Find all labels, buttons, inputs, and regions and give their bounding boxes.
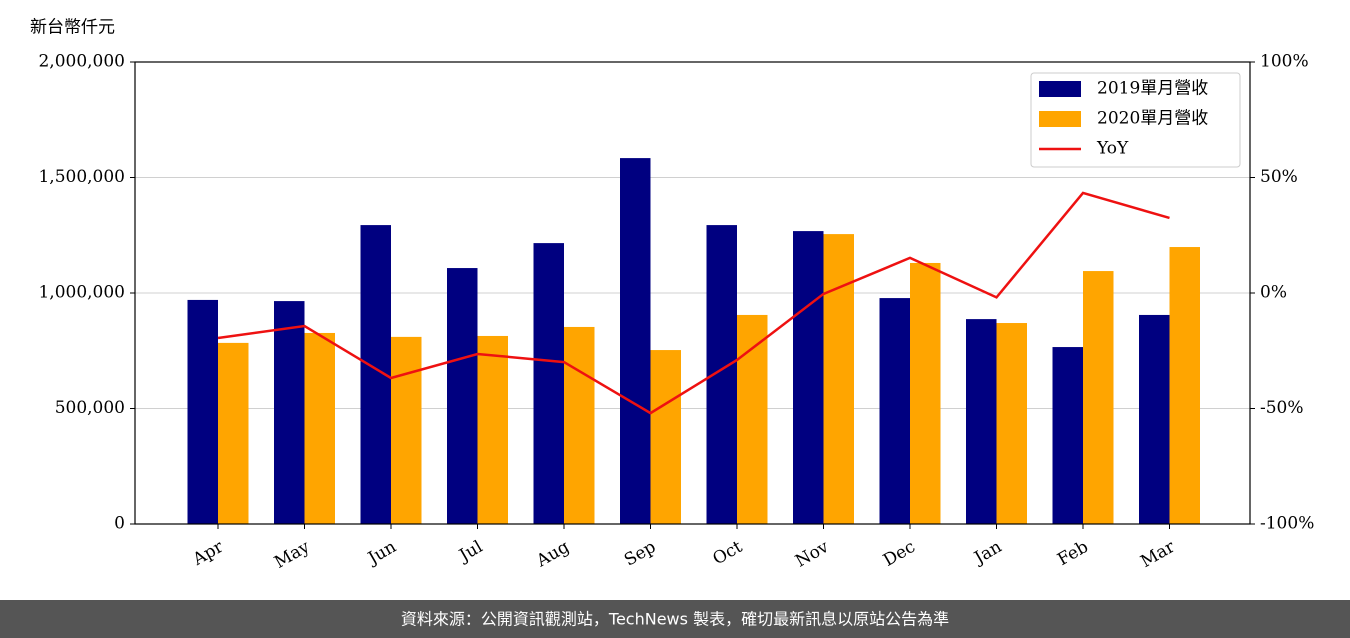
bar <box>1139 314 1170 524</box>
x-tick-label: Mar <box>1137 536 1179 572</box>
bar <box>477 335 508 524</box>
plot-frame <box>134 61 1251 525</box>
bar <box>447 268 478 524</box>
bar <box>793 231 824 525</box>
x-tick-label: Sep <box>621 537 659 571</box>
bar <box>910 262 941 524</box>
bar <box>187 299 218 524</box>
bar <box>304 332 335 524</box>
legend-label: 2020單月營收 <box>1097 109 1208 129</box>
y-tick-label: 1,500,000 <box>38 167 125 187</box>
y-tick-label: 1,000,000 <box>38 283 125 303</box>
bar <box>650 350 681 524</box>
y-tick-label: 500,000 <box>55 398 125 418</box>
bar <box>966 319 997 524</box>
y2-tick-label: -100% <box>1260 514 1314 534</box>
x-tick-label: Aug <box>532 537 573 572</box>
bar <box>564 326 595 524</box>
legend-label: 2019單月營收 <box>1097 79 1208 99</box>
x-tick-label: May <box>271 537 314 573</box>
bar <box>1052 347 1083 524</box>
bar <box>391 336 422 524</box>
x-tick-label: Dec <box>880 537 919 571</box>
bar <box>1083 271 1114 524</box>
y2-tick-label: 0% <box>1260 283 1287 303</box>
footer: 資料來源：公開資訊觀測站，TechNews 製表，確切最新訊息以原站公告為準 <box>401 610 949 629</box>
x-tick-label: Nov <box>792 537 832 572</box>
y-tick-label: 0 <box>114 514 125 534</box>
bar <box>879 298 910 524</box>
bar <box>620 158 651 524</box>
bar <box>274 301 305 524</box>
x-tick-label: Jul <box>454 537 486 567</box>
y2-tick-label: -50% <box>1260 398 1304 418</box>
legend-label: YoY <box>1096 139 1129 159</box>
x-tick-label: Apr <box>189 536 228 570</box>
legend-swatch <box>1039 111 1081 127</box>
bar <box>737 314 768 524</box>
x-tick-label: Jun <box>363 537 400 570</box>
y-tick-label: 2,000,000 <box>38 52 125 72</box>
bar <box>996 323 1027 524</box>
y2-tick-label: 50% <box>1260 167 1298 187</box>
x-tick-label: Feb <box>1054 537 1092 570</box>
footer-bar <box>0 600 1350 638</box>
line <box>217 191 1170 415</box>
x-tick-label: Jan <box>969 537 1005 569</box>
y2-tick-label: 100% <box>1260 52 1309 72</box>
bar <box>533 243 564 524</box>
y-axis-label: 新台幣仟元 <box>30 18 115 38</box>
legend-swatch <box>1039 81 1081 97</box>
bar <box>218 342 249 524</box>
legend-box <box>1030 72 1241 168</box>
bar <box>823 234 854 524</box>
bar <box>1169 247 1200 524</box>
x-tick-label: Oct <box>710 537 746 570</box>
